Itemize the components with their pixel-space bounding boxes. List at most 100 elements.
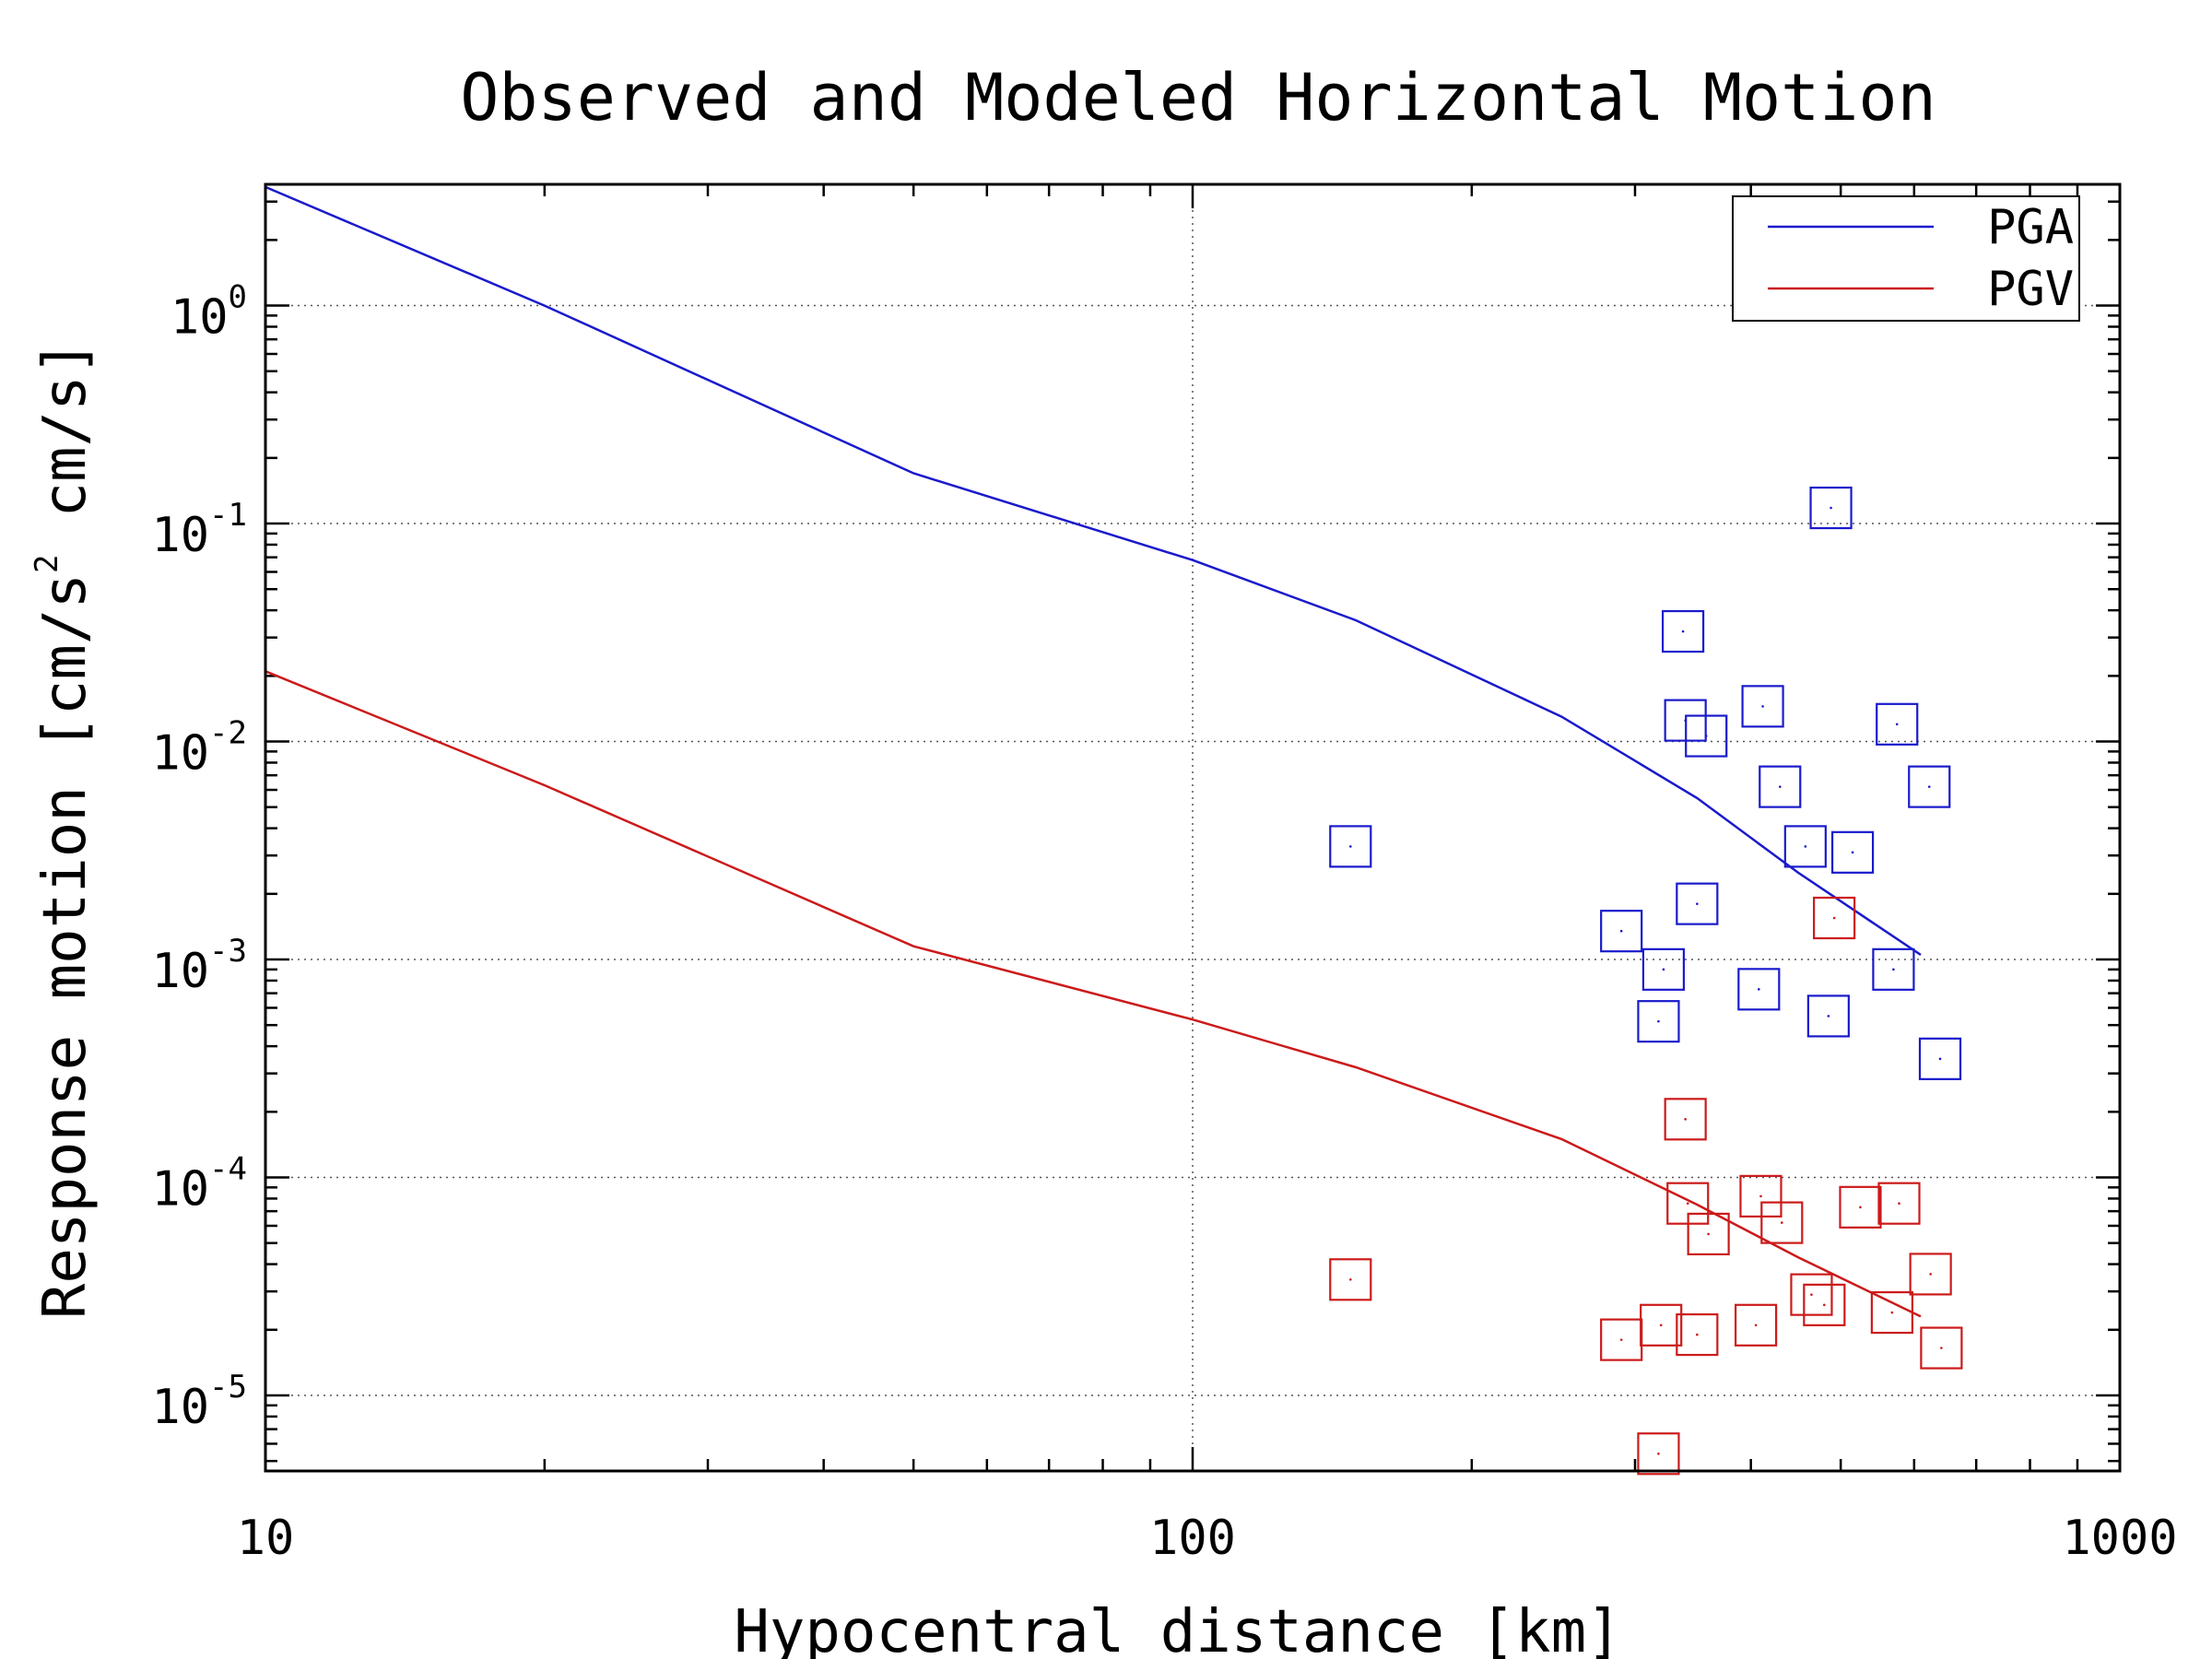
y-tick-label: 100	[171, 279, 247, 346]
observed-marker-dot	[1780, 1221, 1783, 1224]
x-tick-label: 1000	[2062, 1511, 2177, 1566]
y-tick-base: 10	[151, 944, 209, 999]
observed-marker-dot	[1940, 1347, 1943, 1349]
observed-marker	[1803, 1283, 1846, 1326]
observed-marker	[1734, 1303, 1778, 1347]
y-tick-label: 10-1	[151, 497, 247, 563]
observed-marker-dot	[1619, 929, 1623, 933]
observed-marker-dot	[1707, 1232, 1710, 1236]
legend-box	[1732, 195, 2080, 322]
y-tick-label: 10-4	[151, 1151, 247, 1218]
legend-label-pgv: PGV	[1987, 262, 2074, 317]
observed-marker	[1637, 1432, 1680, 1476]
observed-marker	[1600, 910, 1643, 953]
observed-marker-dot	[1895, 723, 1899, 726]
y-axis-label-pre: Response motion [cm/s	[31, 573, 100, 1319]
observed-marker	[1641, 947, 1686, 991]
y-tick-base: 10	[171, 290, 229, 346]
observed-marker	[1908, 765, 1951, 808]
y-tick-label: 10-2	[151, 715, 247, 782]
observed-marker	[1687, 1212, 1730, 1256]
observed-marker-dot	[1619, 1338, 1623, 1341]
plot-frame	[264, 182, 2122, 1473]
observed-marker	[1813, 896, 1856, 940]
observed-marker	[1329, 825, 1372, 868]
observed-marker	[1676, 882, 1719, 925]
observed-marker-dot	[1810, 1293, 1813, 1296]
y-tick-exponent: -4	[209, 1151, 247, 1188]
observed-marker-dot	[1830, 506, 1832, 510]
observed-marker	[1664, 1098, 1707, 1141]
observed-marker	[1637, 1000, 1680, 1043]
observed-marker-dot	[1659, 1324, 1663, 1327]
observed-marker-dot	[1754, 1324, 1758, 1327]
observed-marker-dot	[1696, 1333, 1699, 1336]
y-tick-label: 10-5	[151, 1369, 247, 1435]
observed-marker	[1839, 1185, 1882, 1229]
observed-marker	[1760, 1201, 1804, 1244]
observed-marker-dot	[1348, 845, 1352, 848]
observed-marker	[1661, 609, 1705, 653]
observed-marker-dot	[1892, 968, 1895, 971]
observed-marker-dot	[1832, 916, 1836, 920]
y-tick-base: 10	[151, 726, 209, 782]
observed-marker-dot	[1662, 968, 1665, 971]
y-tick-exponent: -5	[209, 1369, 247, 1406]
observed-marker	[1920, 1326, 1963, 1370]
observed-marker-dot	[1823, 1303, 1826, 1307]
observed-marker	[1909, 1253, 1952, 1296]
y-tick-base: 10	[151, 508, 209, 563]
observed-marker-dot	[1758, 988, 1760, 991]
observed-marker-dot	[1686, 1202, 1689, 1205]
observed-marker	[1640, 1303, 1683, 1347]
y-tick-base: 10	[151, 1162, 209, 1218]
axis-ticks	[264, 184, 2120, 1471]
observed-marker-dot	[1929, 1273, 1932, 1276]
observed-markers	[1329, 486, 1963, 1476]
observed-marker-dot	[1657, 1452, 1660, 1455]
y-axis-label-post: cm/s]	[31, 340, 100, 518]
observed-marker-dot	[1778, 785, 1782, 788]
observed-marker	[1685, 714, 1728, 758]
observed-marker-dot	[1890, 1311, 1894, 1314]
observed-marker	[1329, 1258, 1372, 1301]
observed-marker	[1870, 1290, 1913, 1335]
observed-marker	[1737, 968, 1781, 1011]
grid-lines	[265, 184, 2120, 1471]
observed-marker	[1877, 1182, 1921, 1225]
observed-marker	[1809, 486, 1853, 530]
y-tick-exponent: -3	[209, 933, 247, 970]
observed-marker-dot	[1859, 1206, 1862, 1209]
y-tick-exponent: 0	[229, 279, 247, 316]
observed-marker	[1918, 1037, 1962, 1080]
x-axis-label: Hypocentral distance [km]	[734, 1598, 1621, 1659]
y-tick-label: 10-3	[151, 933, 247, 999]
observed-marker-dot	[1927, 785, 1931, 788]
chart-title: Observed and Modeled Horizontal Motion	[460, 60, 1936, 135]
observed-marker	[1876, 702, 1919, 746]
x-tick-label: 10	[237, 1511, 295, 1566]
observed-marker-dot	[1938, 1057, 1942, 1061]
y-tick-base: 10	[151, 1380, 209, 1435]
observed-marker	[1676, 1312, 1719, 1357]
observed-marker-dot	[1696, 902, 1699, 905]
observed-marker	[1872, 947, 1915, 991]
observed-marker-dot	[1684, 1118, 1687, 1121]
observed-marker	[1830, 830, 1875, 874]
observed-marker-dot	[1681, 629, 1685, 633]
y-tick-exponent: -1	[209, 497, 247, 534]
observed-marker-dot	[1898, 1202, 1900, 1205]
observed-marker-dot	[1704, 735, 1708, 737]
y-axis-label: Response motion [cm/s2 cm/s]	[29, 340, 100, 1319]
observed-marker	[1741, 685, 1784, 728]
observed-marker	[1759, 765, 1802, 808]
model-lines	[265, 185, 1922, 1318]
observed-marker-dot	[1348, 1278, 1352, 1281]
observed-marker-dot	[1827, 1015, 1830, 1018]
legend: PGA PGV	[1732, 195, 2080, 322]
observed-marker-dot	[1804, 845, 1807, 848]
observed-marker	[1790, 1273, 1833, 1316]
legend-label-pga: PGA	[1987, 200, 2074, 255]
